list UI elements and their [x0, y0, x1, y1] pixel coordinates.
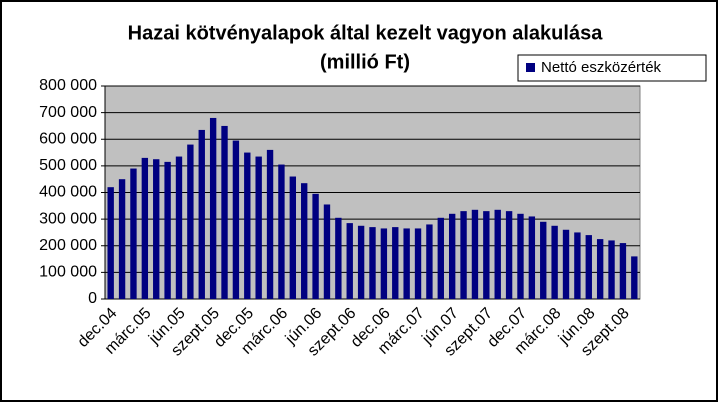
bar: [289, 176, 297, 299]
bar: [141, 157, 149, 299]
bar: [278, 164, 285, 299]
bar: [369, 227, 376, 299]
bar: [619, 243, 627, 299]
bar: [357, 225, 365, 299]
bar: [551, 225, 558, 299]
bar: [301, 183, 308, 299]
bar: [517, 213, 524, 299]
chart-title: Hazai kötvényalapok által kezelt vagyon …: [128, 22, 604, 44]
bar: [323, 204, 331, 299]
bar: [437, 217, 444, 299]
bar: [403, 228, 410, 299]
bar: [118, 179, 126, 299]
bar: [585, 235, 592, 299]
y-tick-label: 0: [88, 290, 97, 307]
bar: [164, 161, 171, 299]
bar: [221, 125, 228, 299]
bar: [153, 159, 160, 299]
bar: [426, 224, 433, 299]
bar: [187, 144, 194, 299]
y-tick-label: 800 000: [39, 77, 97, 94]
y-tick-label: 100 000: [39, 264, 97, 281]
legend-swatch: [526, 63, 535, 72]
bar: [198, 129, 205, 299]
bar: [608, 240, 615, 299]
bar: [175, 156, 183, 299]
bar: [494, 209, 501, 299]
chart-subtitle: (millió Ft): [320, 51, 410, 73]
y-tick-label: 600 000: [39, 130, 97, 147]
bar: [107, 187, 114, 299]
bar: [392, 227, 399, 299]
bar: [540, 221, 547, 299]
bar: [209, 117, 217, 299]
y-tick-label: 400 000: [39, 184, 97, 201]
bar: [448, 213, 456, 299]
bar: [460, 211, 467, 299]
bar: [574, 232, 581, 299]
bar: [528, 216, 536, 299]
bar: [505, 211, 513, 299]
bar: [346, 223, 353, 299]
bar: [562, 229, 570, 299]
bar: [335, 217, 342, 299]
legend-label: Nettó eszközérték: [541, 59, 662, 76]
y-tick-label: 500 000: [39, 157, 97, 174]
bar: [244, 152, 251, 299]
y-tick-label: 300 000: [39, 210, 97, 227]
bar: [232, 140, 240, 299]
bar: [312, 193, 319, 299]
bar: [596, 239, 604, 299]
bar: [266, 149, 274, 299]
bar: [255, 156, 262, 299]
bar: [380, 228, 388, 299]
y-tick-label: 700 000: [39, 104, 97, 121]
bar: [631, 256, 638, 299]
bar: [414, 228, 422, 299]
bar: [471, 209, 479, 299]
legend-box: [517, 54, 707, 82]
y-tick-label: 200 000: [39, 237, 97, 254]
bar: [130, 168, 137, 299]
bar: [483, 211, 490, 299]
